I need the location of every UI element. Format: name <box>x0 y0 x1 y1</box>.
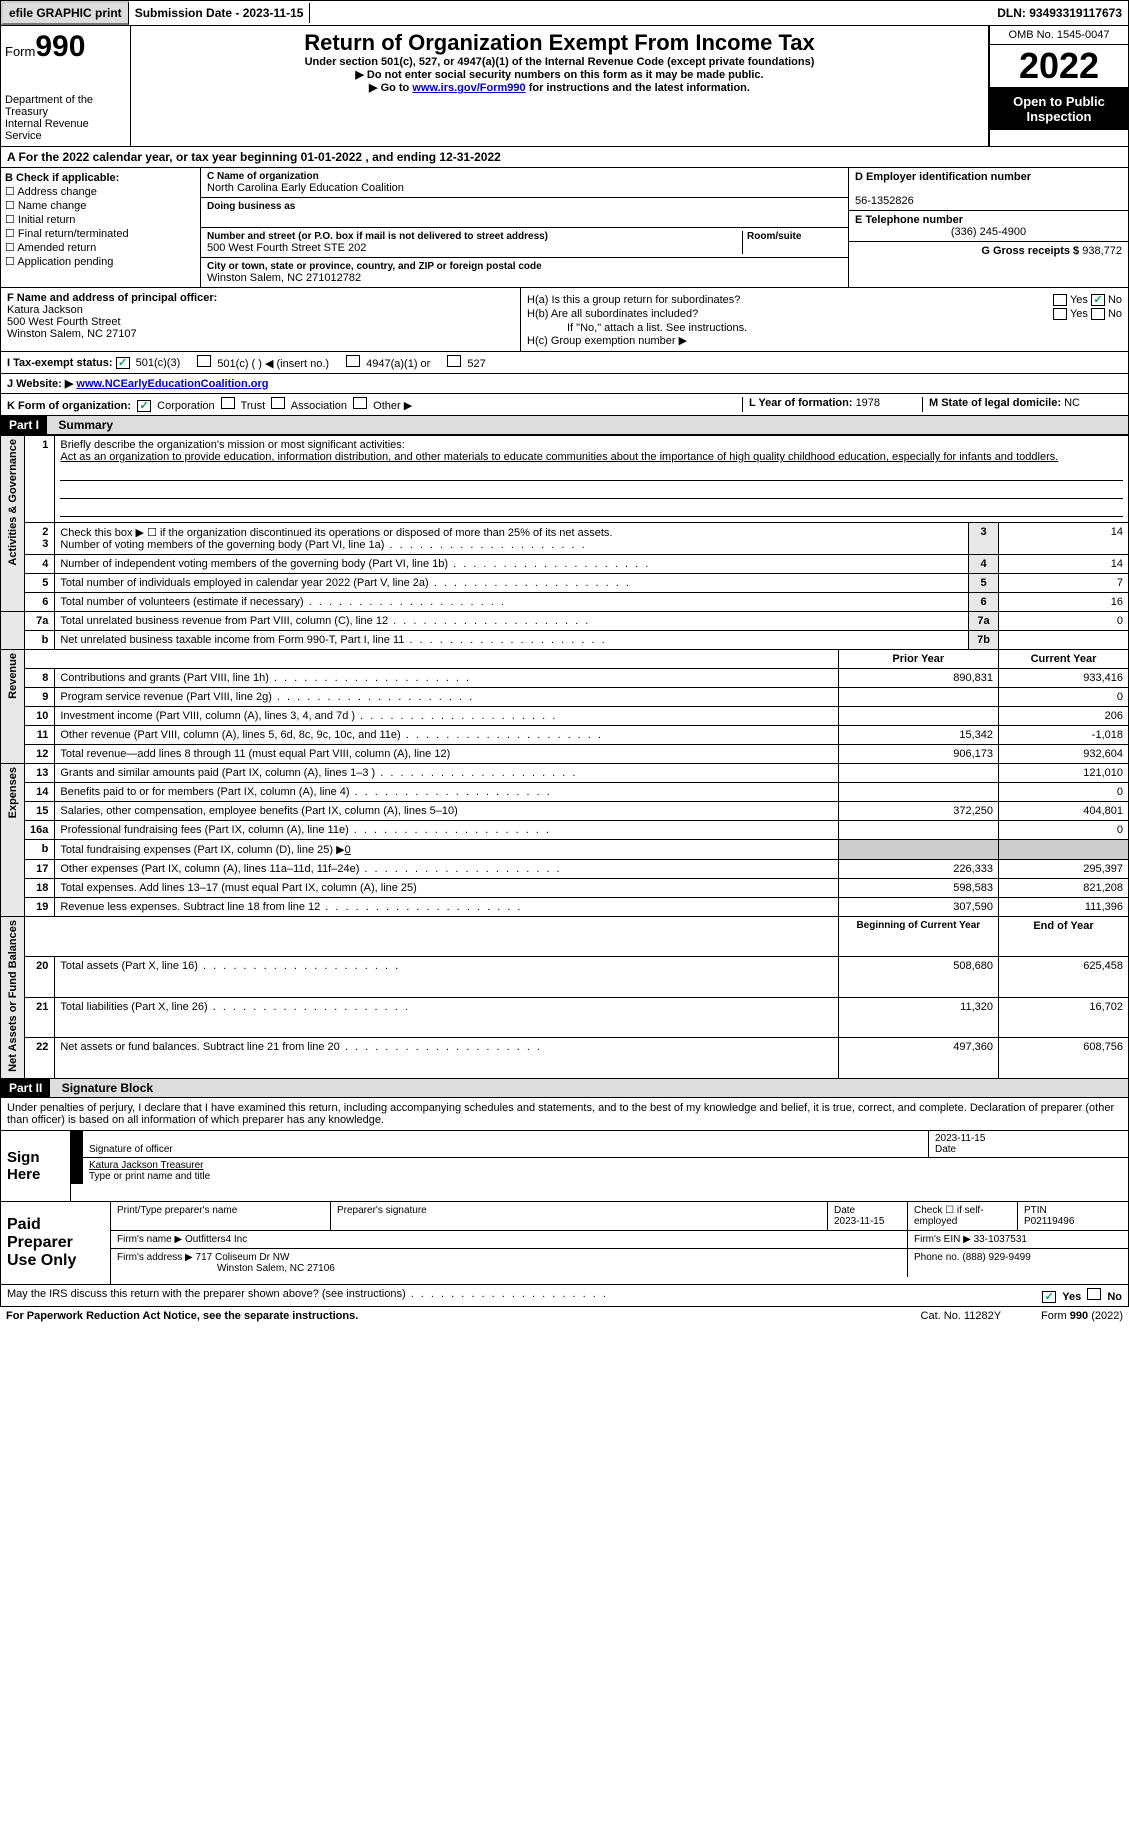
chk-501c[interactable] <box>197 355 211 367</box>
discuss-yes[interactable] <box>1042 1291 1056 1303</box>
row-i-tax-status: I Tax-exempt status: 501(c)(3) 501(c) ( … <box>0 352 1129 374</box>
chk-final-return[interactable]: Final return/terminated <box>5 227 196 240</box>
summary-table: Activities & Governance 1 Briefly descri… <box>0 435 1129 1079</box>
ha-yes[interactable] <box>1053 294 1067 306</box>
form-number: Form990 <box>5 30 126 64</box>
org-address: 500 West Fourth Street STE 202 <box>207 242 742 254</box>
part-2-header: Part II Signature Block <box>0 1079 1129 1098</box>
org-city: Winston Salem, NC 271012782 <box>207 272 842 284</box>
top-bar: efile GRAPHIC print Submission Date - 20… <box>0 0 1129 26</box>
row-j-website: J Website: ▶ www.NCEarlyEducationCoaliti… <box>0 374 1129 394</box>
dln: DLN: 93493319117673 <box>991 3 1128 23</box>
row-k-form-org: K Form of organization: Corporation Trus… <box>0 394 1129 416</box>
irs-label: Internal Revenue Service <box>5 118 126 142</box>
chk-corporation[interactable] <box>137 400 151 412</box>
part-1-header: Part I Summary <box>0 416 1129 435</box>
omb-number: OMB No. 1545-0047 <box>990 26 1128 45</box>
col-d-ein: D Employer identification number 56-1352… <box>848 168 1128 287</box>
irs-link[interactable]: www.irs.gov/Form990 <box>412 82 525 94</box>
discuss-row: May the IRS discuss this return with the… <box>0 1285 1129 1307</box>
ha-no[interactable] <box>1091 294 1105 306</box>
form-subtitle: Under section 501(c), 527, or 4947(a)(1)… <box>135 56 984 68</box>
hb-yes[interactable] <box>1053 308 1067 320</box>
chk-527[interactable] <box>447 355 461 367</box>
chk-amended-return[interactable]: Amended return <box>5 241 196 254</box>
chk-other[interactable] <box>353 397 367 409</box>
website-link[interactable]: www.NCEarlyEducationCoalition.org <box>76 378 268 390</box>
instruction-1: Do not enter social security numbers on … <box>135 68 984 81</box>
section-f-h: F Name and address of principal officer:… <box>0 287 1129 352</box>
principal-officer: F Name and address of principal officer:… <box>1 288 521 351</box>
discuss-no[interactable] <box>1087 1288 1101 1300</box>
paid-preparer-block: Paid Preparer Use Only Print/Type prepar… <box>0 1202 1129 1285</box>
chk-trust[interactable] <box>221 397 235 409</box>
telephone: (336) 245-4900 <box>855 226 1122 238</box>
gross-receipts: 938,772 <box>1082 245 1122 257</box>
open-to-public: Open to Public Inspection <box>990 88 1128 130</box>
col-c-org-info: C Name of organization North Carolina Ea… <box>201 168 848 287</box>
page-footer: For Paperwork Reduction Act Notice, see … <box>0 1307 1129 1325</box>
section-b-header: B Check if applicable: Address change Na… <box>0 168 1129 287</box>
submission-date: Submission Date - 2023-11-15 <box>129 3 311 23</box>
org-name: North Carolina Early Education Coalition <box>207 182 842 194</box>
mission-text: Act as an organization to provide educat… <box>60 451 1058 463</box>
dept-treasury: Department of the Treasury <box>5 94 126 118</box>
chk-4947[interactable] <box>346 355 360 367</box>
chk-application-pending[interactable]: Application pending <box>5 255 196 268</box>
chk-association[interactable] <box>271 397 285 409</box>
ein-value: 56-1352826 <box>855 195 914 207</box>
chk-501c3[interactable] <box>116 357 130 369</box>
form-header: Form990 Department of the Treasury Inter… <box>0 26 1129 147</box>
chk-name-change[interactable]: Name change <box>5 199 196 212</box>
form-title: Return of Organization Exempt From Incom… <box>135 30 984 56</box>
sign-here-block: Sign Here Signature of officer 2023-11-1… <box>0 1131 1129 1202</box>
group-return: H(a) Is this a group return for subordin… <box>521 288 1128 351</box>
chk-initial-return[interactable]: Initial return <box>5 213 196 226</box>
tax-year: 2022 <box>990 45 1128 88</box>
row-a-tax-year: A For the 2022 calendar year, or tax yea… <box>0 147 1129 168</box>
signature-declaration: Under penalties of perjury, I declare th… <box>0 1098 1129 1131</box>
hb-no[interactable] <box>1091 308 1105 320</box>
efile-print-button[interactable]: efile GRAPHIC print <box>1 1 129 25</box>
col-b-checkboxes: B Check if applicable: Address change Na… <box>1 168 201 287</box>
instruction-2: Go to www.irs.gov/Form990 for instructio… <box>135 81 984 94</box>
chk-address-change[interactable]: Address change <box>5 185 196 198</box>
